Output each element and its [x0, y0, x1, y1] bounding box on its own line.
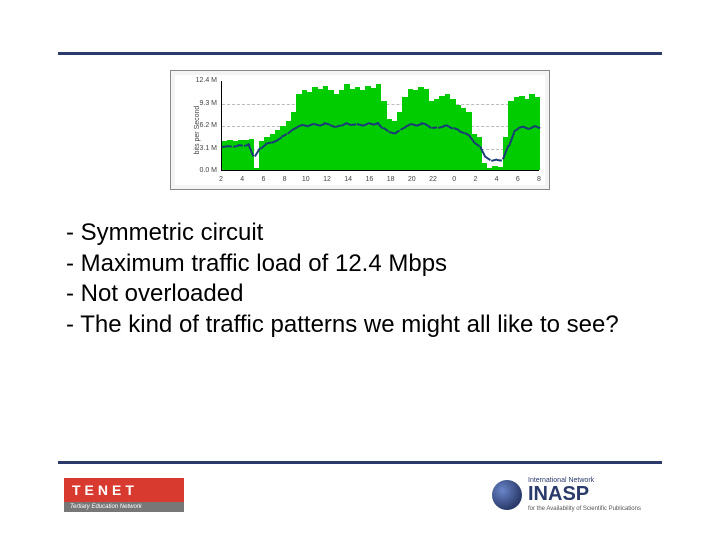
bullet-4: - The kind of traffic patterns we might …: [66, 310, 660, 341]
xtick-label: 20: [404, 176, 420, 183]
xtick-label: 2: [213, 176, 229, 183]
top-divider: [58, 52, 662, 55]
inasp-name: INASP: [528, 484, 641, 504]
globe-icon: [492, 480, 522, 510]
xtick-label: 2: [467, 176, 483, 183]
ytick-label: 0.0 M: [189, 167, 217, 174]
traffic-chart: bits per Second 0.0 M3.1 M6.2 M9.3 M12.4…: [170, 70, 550, 190]
ytick-label: 3.1 M: [189, 145, 217, 152]
xtick-label: 4: [489, 176, 505, 183]
bullet-2: - Maximum traffic load of 12.4 Mbps: [66, 249, 660, 280]
xtick-label: 4: [234, 176, 250, 183]
bottom-divider: [58, 461, 662, 464]
bullet-list: - Symmetric circuit - Maximum traffic lo…: [66, 218, 660, 341]
bullet-3: - Not overloaded: [66, 279, 660, 310]
xtick-label: 18: [383, 176, 399, 183]
inasp-sub: for the Availability of Scientific Publi…: [528, 506, 641, 512]
xtick-label: 8: [531, 176, 547, 183]
tenet-logo: TENET Tertiary Education Network: [64, 478, 184, 512]
xtick-label: 0: [446, 176, 462, 183]
inasp-logo: International Network INASP for the Avai…: [492, 477, 662, 512]
inasp-text: International Network INASP for the Avai…: [528, 477, 641, 512]
xtick-label: 12: [319, 176, 335, 183]
chart-inner: bits per Second 0.0 M3.1 M6.2 M9.3 M12.4…: [175, 75, 545, 185]
tenet-subtitle: Tertiary Education Network: [64, 502, 184, 512]
xtick-label: 6: [255, 176, 271, 183]
xtick-label: 10: [298, 176, 314, 183]
tenet-name: TENET: [64, 478, 184, 502]
ytick-label: 6.2 M: [189, 122, 217, 129]
xtick-label: 22: [425, 176, 441, 183]
xtick-label: 14: [340, 176, 356, 183]
ytick-label: 9.3 M: [189, 100, 217, 107]
ytick-label: 12.4 M: [189, 77, 217, 84]
plot-area: [221, 81, 539, 171]
xtick-label: 6: [510, 176, 526, 183]
xtick-label: 8: [277, 176, 293, 183]
xtick-label: 16: [361, 176, 377, 183]
bullet-1: - Symmetric circuit: [66, 218, 660, 249]
